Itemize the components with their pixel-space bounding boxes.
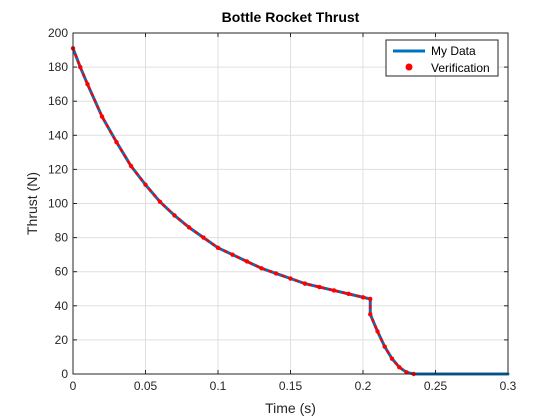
data-point-verification [273, 271, 279, 276]
legend-box [385, 39, 499, 77]
x-tick-label: 0.25 [424, 379, 448, 393]
x-tick-label: 0.05 [134, 379, 158, 393]
data-point-verification [368, 296, 373, 302]
data-point-verification [404, 370, 409, 375]
y-tick-label: 20 [55, 333, 69, 347]
y-tick-label: 120 [48, 162, 68, 176]
y-tick-label: 40 [55, 299, 69, 313]
x-axis-label: Time (s) [265, 400, 316, 416]
data-point-verification [389, 356, 395, 361]
x-tick-label: 0 [70, 379, 77, 393]
data-point-verification [317, 284, 322, 290]
tick-labels: 0 0.05 0.1 0.15 0.2 0.25 0.3 0 20 40 60 80 100 120 140… [48, 26, 517, 393]
x-tick-label: 0.15 [279, 379, 303, 393]
data-point-verification [230, 252, 235, 257]
ticks [72, 32, 509, 375]
data-point-verification [172, 213, 177, 218]
x-tick-label: 0.3 [500, 379, 517, 393]
y-axis-label: Thrust (N) [24, 172, 40, 235]
y-tick-label: 80 [55, 231, 69, 245]
data-point-verification [186, 225, 192, 230]
data-point-verification [157, 199, 163, 204]
y-tick-label: 60 [55, 265, 69, 279]
y-tick-label: 160 [48, 94, 68, 108]
data-point-verification [201, 235, 206, 240]
data-point-verification [85, 81, 90, 87]
data-point-verification [128, 163, 134, 169]
y-tick-label: 180 [48, 60, 68, 74]
data-point-verification [375, 329, 380, 334]
y-tick-label: 200 [48, 26, 68, 40]
data-point-verification [288, 276, 293, 281]
legend: My Data Verification [385, 39, 499, 77]
data-point-verification [259, 266, 264, 271]
data-point-verification [78, 64, 83, 70]
data-point-verification [143, 182, 148, 187]
data-point-verification [346, 291, 351, 297]
data-point-verification [331, 288, 337, 293]
data-point-verification [244, 259, 250, 264]
data-point-verification [114, 139, 119, 145]
y-tick-label: 0 [61, 367, 68, 381]
data-point-verification [382, 344, 387, 349]
data-point-verification [302, 281, 308, 286]
data-point-verification [360, 295, 366, 300]
chart-title: Bottle Rocket Thrust [222, 9, 360, 25]
legend-label-verification: Verification [431, 61, 490, 75]
data-point-verification [397, 364, 402, 370]
legend-swatch-verification [405, 63, 413, 71]
x-tick-label: 0.2 [355, 379, 372, 393]
series-dots-verification [71, 47, 415, 376]
data-point-verification [99, 114, 105, 119]
data-point-verification [215, 245, 221, 251]
y-tick-label: 100 [48, 197, 68, 211]
x-tick-label: 0.1 [210, 379, 227, 393]
legend-label-my-data: My Data [431, 44, 476, 58]
y-tick-label: 140 [48, 128, 68, 142]
data-point-verification [368, 312, 373, 317]
